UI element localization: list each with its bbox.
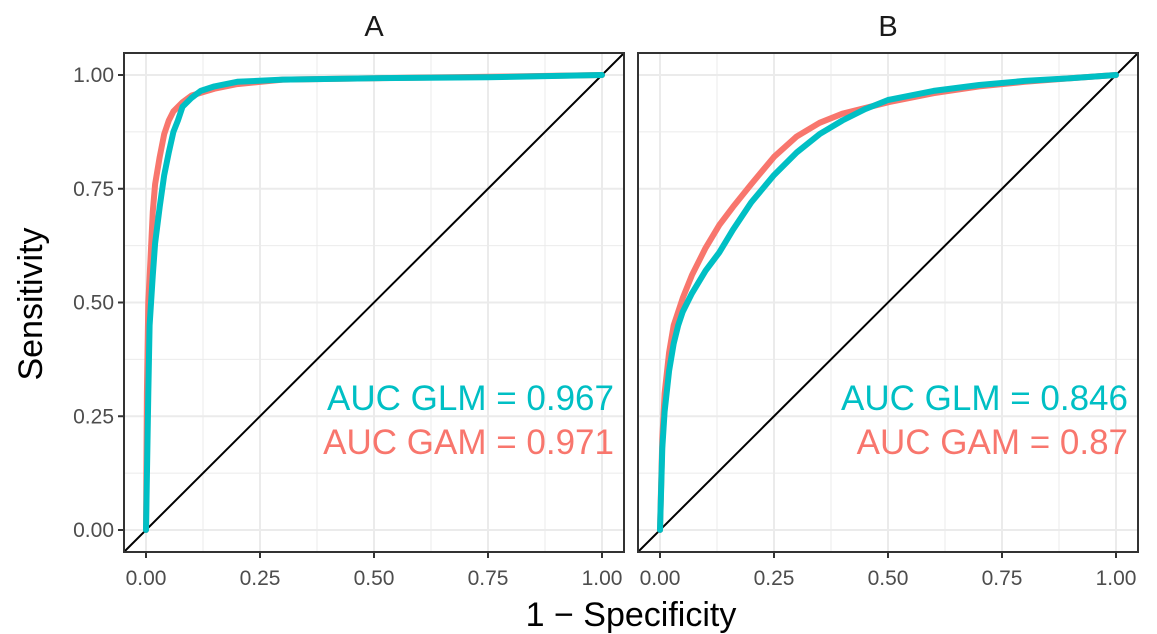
- panel-a: AUC GLM = 0.967 AUC GAM = 0.971 A 0.00 0.25 0…: [73, 11, 625, 590]
- roc-curve-glm: [657, 72, 1119, 533]
- roc-curve-glm: [143, 72, 605, 533]
- auc-label-glm: AUC GLM = 0.967: [327, 379, 614, 418]
- x-tick-label: 1.00: [1096, 567, 1137, 590]
- x-tick-label: 0.25: [240, 567, 281, 590]
- panel-title: B: [878, 11, 897, 43]
- panels-layer: AUC GLM = 0.967 AUC GAM = 0.971 A 0.00 0.25 0…: [73, 11, 1139, 590]
- y-tick-label: 0.50: [73, 292, 114, 315]
- y-axis-title: Sensitivity: [12, 227, 50, 380]
- x-tick-label: 0.50: [868, 567, 909, 590]
- auc-label-gam: AUC GAM = 0.971: [323, 423, 614, 462]
- reference-diagonal-line: [124, 53, 624, 552]
- x-axis-title: 1 − Specificity: [526, 596, 737, 634]
- x-tick-label: 0.75: [468, 567, 509, 590]
- x-tick-label: 0.50: [354, 567, 395, 590]
- panel-title: A: [364, 11, 384, 43]
- x-tick-label: 0.25: [754, 567, 795, 590]
- x-tick-label: 1.00: [582, 567, 623, 590]
- auc-label-gam: AUC GAM = 0.87: [857, 423, 1128, 462]
- y-tick-label: 0.25: [73, 405, 114, 428]
- y-tick-label: 1.00: [73, 64, 114, 87]
- x-tick-label: 0.00: [640, 567, 681, 590]
- y-tick-label: 0.00: [73, 519, 114, 542]
- x-tick-label: 0.00: [126, 567, 167, 590]
- reference-diagonal-line: [638, 53, 1138, 552]
- y-tick-label: 0.75: [73, 178, 114, 201]
- panel-b: AUC GLM = 0.846 AUC GAM = 0.87 B 0.00 0.25 0.…: [637, 11, 1139, 590]
- auc-label-glm: AUC GLM = 0.846: [841, 379, 1128, 418]
- x-tick-label: 0.75: [982, 567, 1023, 590]
